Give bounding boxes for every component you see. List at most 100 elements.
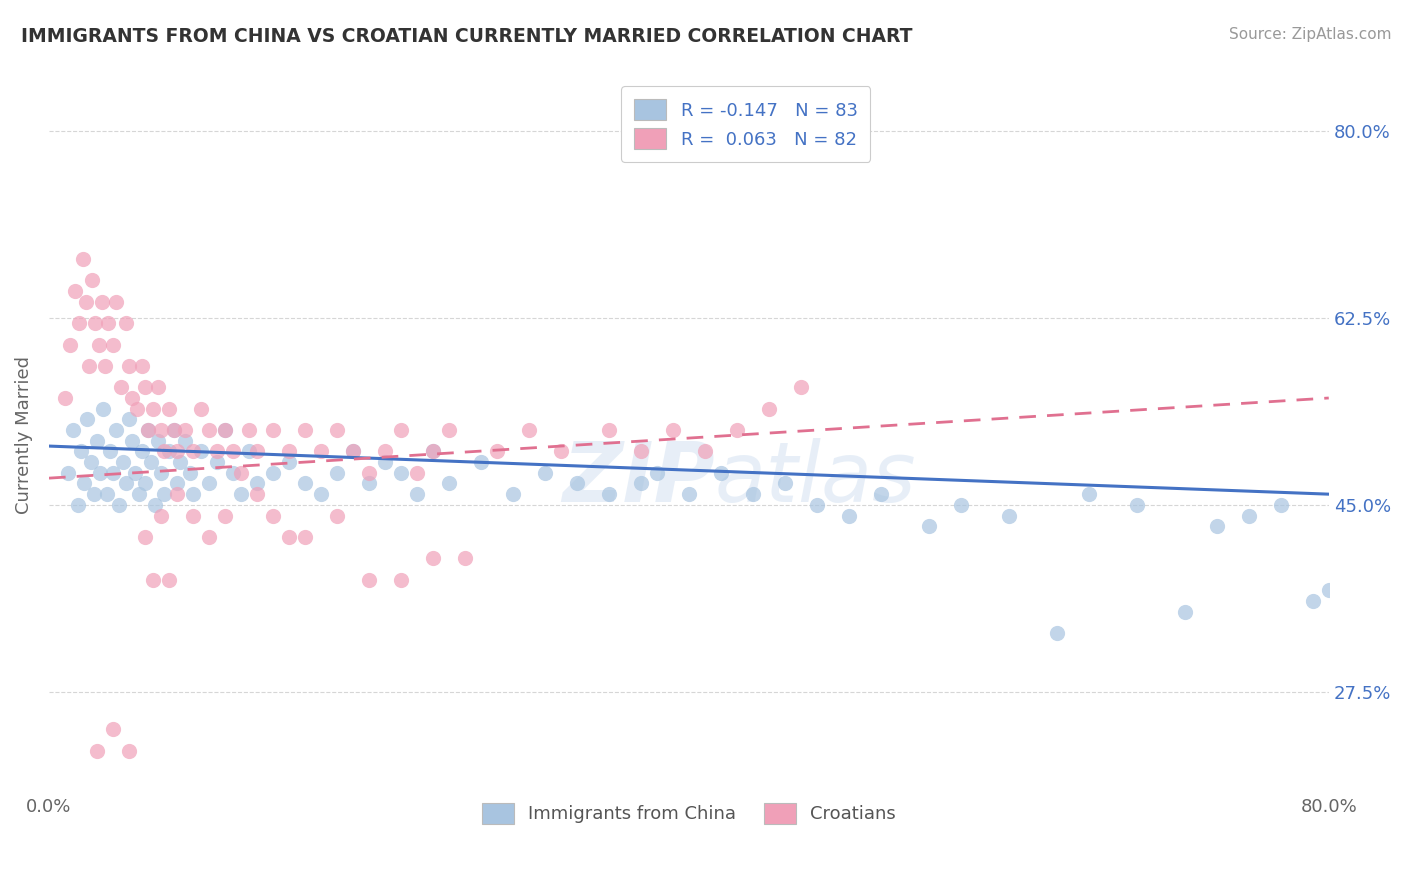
Point bbox=[94, 359, 117, 373]
Point bbox=[121, 391, 143, 405]
Point bbox=[357, 476, 380, 491]
Point bbox=[77, 359, 100, 373]
Point bbox=[174, 423, 197, 437]
Point bbox=[141, 455, 163, 469]
Point bbox=[157, 573, 180, 587]
Point bbox=[114, 316, 136, 330]
Point bbox=[105, 423, 128, 437]
Point bbox=[198, 476, 221, 491]
Point bbox=[949, 498, 972, 512]
Point bbox=[1317, 583, 1340, 598]
Point bbox=[645, 466, 668, 480]
Point bbox=[598, 423, 620, 437]
Point bbox=[294, 476, 316, 491]
Point bbox=[1205, 519, 1227, 533]
Point bbox=[79, 455, 101, 469]
Point bbox=[238, 423, 260, 437]
Point bbox=[157, 401, 180, 416]
Point bbox=[422, 551, 444, 566]
Point bbox=[918, 519, 941, 533]
Point bbox=[111, 455, 134, 469]
Point bbox=[101, 337, 124, 351]
Point bbox=[550, 444, 572, 458]
Point bbox=[246, 444, 269, 458]
Point bbox=[662, 423, 685, 437]
Point bbox=[70, 444, 93, 458]
Point bbox=[124, 466, 146, 480]
Point bbox=[374, 444, 396, 458]
Point bbox=[63, 284, 86, 298]
Point bbox=[1046, 626, 1069, 640]
Point bbox=[278, 444, 301, 458]
Point bbox=[214, 423, 236, 437]
Point bbox=[142, 573, 165, 587]
Point bbox=[326, 508, 349, 523]
Point bbox=[134, 380, 156, 394]
Point bbox=[326, 423, 349, 437]
Point bbox=[262, 423, 284, 437]
Point bbox=[98, 444, 121, 458]
Point bbox=[90, 294, 112, 309]
Point bbox=[72, 252, 94, 266]
Point bbox=[869, 487, 891, 501]
Point bbox=[1302, 594, 1324, 608]
Point bbox=[101, 723, 124, 737]
Point bbox=[357, 573, 380, 587]
Point bbox=[118, 412, 141, 426]
Point bbox=[153, 487, 176, 501]
Point bbox=[422, 444, 444, 458]
Point bbox=[190, 401, 212, 416]
Point bbox=[222, 466, 245, 480]
Point bbox=[146, 380, 169, 394]
Point bbox=[229, 487, 252, 501]
Point bbox=[93, 401, 115, 416]
Point bbox=[163, 423, 186, 437]
Point bbox=[1237, 508, 1260, 523]
Legend: Immigrants from China, Croatians: Immigrants from China, Croatians bbox=[471, 792, 907, 834]
Point bbox=[66, 498, 89, 512]
Point bbox=[198, 423, 221, 437]
Point bbox=[326, 466, 349, 480]
Point bbox=[181, 508, 204, 523]
Point bbox=[246, 476, 269, 491]
Point bbox=[262, 466, 284, 480]
Point bbox=[131, 359, 153, 373]
Point bbox=[205, 444, 228, 458]
Point bbox=[406, 466, 429, 480]
Point bbox=[59, 337, 82, 351]
Point bbox=[389, 573, 412, 587]
Point bbox=[374, 455, 396, 469]
Point bbox=[149, 508, 172, 523]
Point bbox=[238, 444, 260, 458]
Point bbox=[214, 423, 236, 437]
Point bbox=[143, 498, 166, 512]
Point bbox=[741, 487, 763, 501]
Point bbox=[422, 444, 444, 458]
Point bbox=[76, 412, 98, 426]
Point bbox=[110, 380, 132, 394]
Point bbox=[149, 423, 172, 437]
Point bbox=[84, 316, 107, 330]
Point bbox=[62, 423, 84, 437]
Point bbox=[166, 487, 188, 501]
Point bbox=[294, 423, 316, 437]
Point bbox=[485, 444, 508, 458]
Point bbox=[153, 444, 176, 458]
Point bbox=[598, 487, 620, 501]
Point bbox=[294, 530, 316, 544]
Point bbox=[134, 530, 156, 544]
Point bbox=[389, 423, 412, 437]
Point bbox=[190, 444, 212, 458]
Point bbox=[142, 401, 165, 416]
Point bbox=[710, 466, 733, 480]
Point bbox=[437, 476, 460, 491]
Text: Source: ZipAtlas.com: Source: ZipAtlas.com bbox=[1229, 27, 1392, 42]
Point bbox=[565, 476, 588, 491]
Point bbox=[229, 466, 252, 480]
Point bbox=[96, 487, 118, 501]
Point bbox=[82, 273, 104, 287]
Point bbox=[1126, 498, 1149, 512]
Point bbox=[56, 466, 79, 480]
Point bbox=[181, 487, 204, 501]
Text: IMMIGRANTS FROM CHINA VS CROATIAN CURRENTLY MARRIED CORRELATION CHART: IMMIGRANTS FROM CHINA VS CROATIAN CURREN… bbox=[21, 27, 912, 45]
